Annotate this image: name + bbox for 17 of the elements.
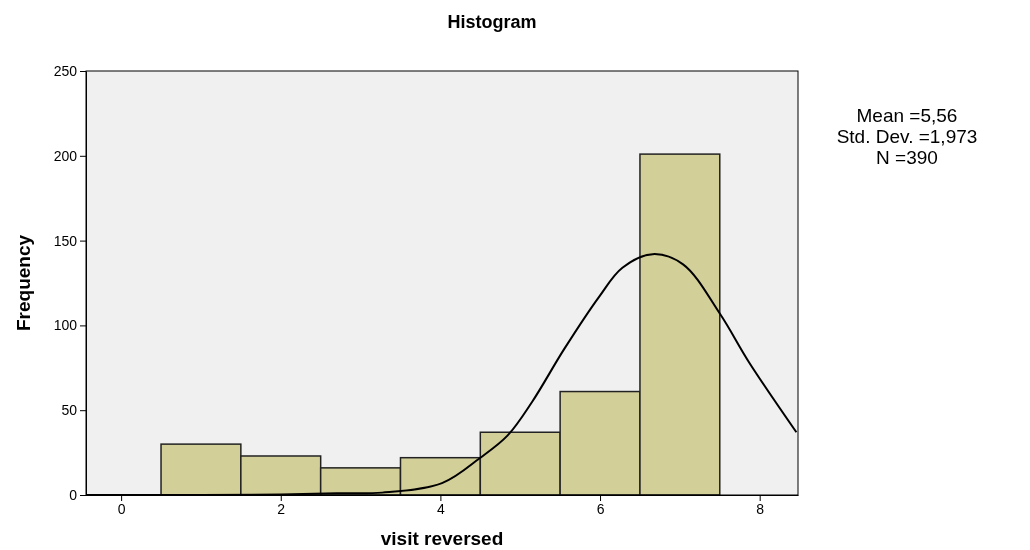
x-tick-label: 6 bbox=[596, 500, 605, 517]
y-tick-label: 0 bbox=[69, 486, 78, 503]
y-tick-label: 200 bbox=[53, 147, 78, 164]
y-tick-label: 150 bbox=[53, 232, 78, 249]
y-axis-title: Frequency bbox=[13, 234, 34, 332]
y-tick-label: 100 bbox=[53, 317, 78, 334]
x-tick-label: 0 bbox=[117, 500, 126, 517]
x-tick-label: 2 bbox=[277, 500, 286, 517]
text: Std. Dev. =1,973 bbox=[836, 126, 978, 147]
y-tick-label: 50 bbox=[61, 402, 78, 419]
text: N =390 bbox=[876, 147, 938, 168]
y-tick-label: 250 bbox=[53, 62, 78, 79]
x-tick-label: 4 bbox=[437, 500, 446, 517]
chart-title: Histogram bbox=[447, 12, 537, 32]
x-axis-title: visit reversed bbox=[380, 528, 504, 549]
x-tick-label: 8 bbox=[756, 500, 765, 517]
text: Mean =5,56 bbox=[856, 105, 958, 126]
